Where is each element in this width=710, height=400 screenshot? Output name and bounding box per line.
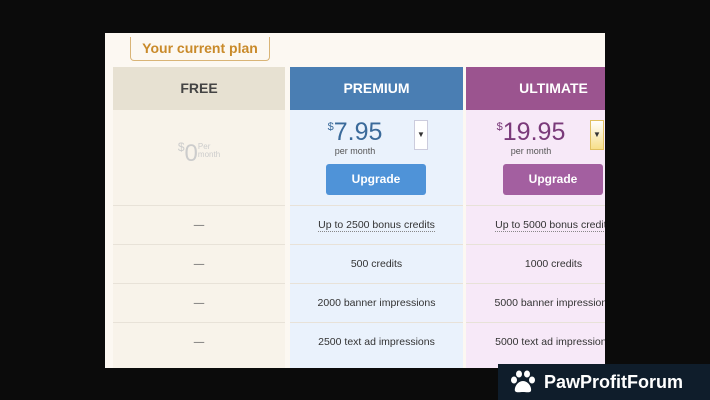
feature-row: — bbox=[113, 322, 285, 361]
feature-row: 2000 banner impressions bbox=[290, 283, 463, 322]
paw-icon bbox=[511, 370, 535, 393]
price-area: $19.95 per month ▼ Upgrade bbox=[466, 110, 605, 205]
watermark-text: PawProfitForum bbox=[544, 372, 684, 392]
price: $7.95 bbox=[327, 118, 383, 146]
feature-row: 1000 credits bbox=[466, 244, 605, 283]
feature-row: Up to 2500 bonus credits bbox=[290, 205, 463, 244]
feature-row: 5000 text ad impressions bbox=[466, 322, 605, 361]
price-period: per month bbox=[510, 146, 552, 156]
current-plan-badge: Your current plan bbox=[130, 37, 270, 61]
feature-row: 5000 banner impressions bbox=[466, 283, 605, 322]
price: $19.95 bbox=[496, 118, 566, 146]
period-dropdown[interactable]: ▼ bbox=[414, 120, 428, 150]
pricing-table: Your current plan FREE $0Per month — — — … bbox=[105, 33, 605, 368]
watermark-logo: PawProfitForum bbox=[498, 364, 710, 400]
feature-row: Up to 5000 bonus credits bbox=[466, 205, 605, 244]
feature-row: 500 credits bbox=[290, 244, 463, 283]
plan-name: ULTIMATE bbox=[466, 67, 605, 110]
feature-row: — bbox=[113, 205, 285, 244]
price-period: per month bbox=[334, 146, 376, 156]
feature-row: — bbox=[113, 283, 285, 322]
plan-name: PREMIUM bbox=[290, 67, 463, 110]
plan-name: FREE bbox=[113, 67, 285, 110]
upgrade-premium-button[interactable]: Upgrade bbox=[326, 164, 426, 195]
feature-row: — bbox=[113, 244, 285, 283]
price-area: $7.95 per month ▼ Upgrade bbox=[290, 110, 463, 205]
upgrade-ultimate-button[interactable]: Upgrade bbox=[503, 164, 603, 195]
chevron-down-icon: ▼ bbox=[417, 130, 425, 139]
chevron-down-icon: ▼ bbox=[593, 130, 601, 139]
plan-free: FREE $0Per month — — — — bbox=[113, 67, 285, 368]
plan-premium: PREMIUM $7.95 per month ▼ Upgrade Up to … bbox=[290, 67, 463, 368]
price-area: $0Per month bbox=[113, 110, 285, 205]
price: $0Per month bbox=[177, 140, 221, 167]
period-dropdown[interactable]: ▼ bbox=[590, 120, 604, 150]
plan-ultimate: ULTIMATE $19.95 per month ▼ Upgrade Up t… bbox=[466, 67, 605, 368]
feature-row: 2500 text ad impressions bbox=[290, 322, 463, 361]
